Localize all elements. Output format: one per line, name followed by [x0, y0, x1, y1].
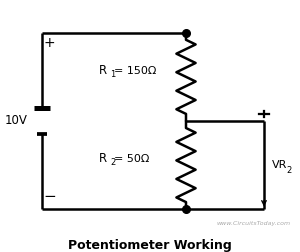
Text: = 50Ω: = 50Ω: [114, 154, 149, 164]
Text: R: R: [99, 64, 107, 77]
Text: VR: VR: [272, 160, 287, 170]
Text: 2: 2: [286, 166, 291, 175]
Text: +: +: [44, 36, 55, 50]
Text: 1: 1: [110, 70, 116, 79]
Text: 10V: 10V: [5, 114, 28, 128]
Text: www.CircuitsToday.com: www.CircuitsToday.com: [217, 220, 291, 226]
Text: −: −: [43, 189, 56, 204]
Text: R: R: [99, 152, 107, 165]
Text: 2: 2: [110, 158, 116, 167]
Text: Potentiometer Working: Potentiometer Working: [68, 239, 232, 252]
Text: = 150Ω: = 150Ω: [114, 66, 156, 76]
